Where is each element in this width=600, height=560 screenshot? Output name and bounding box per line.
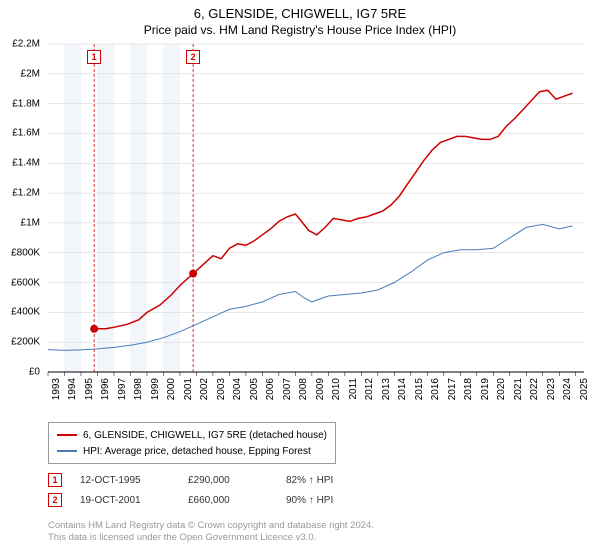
x-tick-label: 2002 [199,378,210,400]
sale-row: 2 19-OCT-2001 £660,000 90% ↑ HPI [48,490,366,510]
legend-row: 6, GLENSIDE, CHIGWELL, IG7 5RE (detached… [57,427,327,443]
x-tick-label: 2014 [397,378,408,400]
sales-table: 1 12-OCT-1995 £290,000 82% ↑ HPI 2 19-OCT-200… [48,470,366,510]
x-tick-label: 2023 [546,378,557,400]
sale-price: £290,000 [188,475,268,486]
subtitle: Price paid vs. HM Land Registry's House … [0,23,600,37]
x-tick-label: 1997 [117,378,128,400]
x-tick-label: 2020 [496,378,507,400]
x-tick-label: 2024 [562,378,573,400]
sale-row-marker: 1 [48,473,62,487]
x-tick-label: 2010 [331,378,342,400]
event-marker-1: 1 [87,50,101,64]
x-tick-label: 1998 [133,378,144,400]
x-tick-label: 2005 [249,378,260,400]
chart-container: 6, GLENSIDE, CHIGWELL, IG7 5RE Price pai… [0,0,600,560]
x-tick-label: 2018 [463,378,474,400]
x-tick-label: 1995 [84,378,95,400]
y-tick-label: £200K [11,337,40,348]
x-tick-label: 1994 [67,378,78,400]
x-tick-label: 2019 [480,378,491,400]
x-tick-label: 2022 [529,378,540,400]
x-tick-label: 2025 [579,378,590,400]
chart-svg [48,44,584,372]
main-title: 6, GLENSIDE, CHIGWELL, IG7 5RE [0,6,600,21]
sale-row-marker: 2 [48,493,62,507]
x-tick-label: 1996 [100,378,111,400]
y-axis: £0£200K£400K£600K£800K£1M£1.2M£1.4M£1.6M… [0,44,44,372]
x-tick-label: 2016 [430,378,441,400]
x-tick-label: 2015 [414,378,425,400]
title-block: 6, GLENSIDE, CHIGWELL, IG7 5RE Price pai… [0,0,600,37]
x-tick-label: 2007 [282,378,293,400]
sale-marker-dot [90,325,98,333]
x-tick-label: 2004 [232,378,243,400]
x-tick-label: 2017 [447,378,458,400]
x-tick-label: 2006 [265,378,276,400]
sale-hpi: 90% ↑ HPI [286,495,366,506]
sale-marker-dot [189,270,197,278]
y-tick-label: £1M [21,217,40,228]
y-tick-label: £1.2M [12,188,40,199]
legend-row: HPI: Average price, detached house, Eppi… [57,443,327,459]
sale-price: £660,000 [188,495,268,506]
y-tick-label: £600K [11,277,40,288]
y-tick-label: £1.6M [12,128,40,139]
x-tick-label: 2013 [381,378,392,400]
legend-label: 6, GLENSIDE, CHIGWELL, IG7 5RE (detached… [83,430,327,441]
x-tick-label: 2001 [183,378,194,400]
sale-date: 19-OCT-2001 [80,495,170,506]
sale-hpi: 82% ↑ HPI [286,475,366,486]
y-tick-label: £0 [29,367,40,378]
y-tick-label: £400K [11,307,40,318]
y-tick-label: £2M [21,68,40,79]
x-tick-label: 2011 [348,378,359,400]
sale-date: 12-OCT-1995 [80,475,170,486]
x-axis: 1993 1994 1995 1996 1997 1998 1999 2000 2001 2002… [48,374,584,418]
x-tick-label: 2008 [298,378,309,400]
legend: 6, GLENSIDE, CHIGWELL, IG7 5RE (detached… [48,422,336,464]
x-tick-label: 1999 [150,378,161,400]
legend-swatch [57,434,77,436]
x-tick-label: 2003 [216,378,227,400]
sale-row: 1 12-OCT-1995 £290,000 82% ↑ HPI [48,470,366,490]
y-tick-label: £1.4M [12,158,40,169]
chart-area: 12 [48,44,584,372]
x-tick-label: 2009 [315,378,326,400]
event-marker-2: 2 [186,50,200,64]
x-tick-label: 2021 [513,378,524,400]
x-tick-label: 2000 [166,378,177,400]
series-property [94,90,572,329]
y-tick-label: £1.8M [12,98,40,109]
series-hpi [48,224,573,350]
legend-swatch [57,450,77,452]
x-tick-label: 2012 [364,378,375,400]
x-tick-label: 1993 [51,378,62,400]
y-tick-label: £2.2M [12,39,40,50]
footnote-line2: This data is licensed under the Open Gov… [48,532,374,544]
legend-label: HPI: Average price, detached house, Eppi… [83,446,311,457]
y-tick-label: £800K [11,247,40,258]
footnote-line1: Contains HM Land Registry data © Crown c… [48,520,374,532]
footnote: Contains HM Land Registry data © Crown c… [48,520,374,545]
